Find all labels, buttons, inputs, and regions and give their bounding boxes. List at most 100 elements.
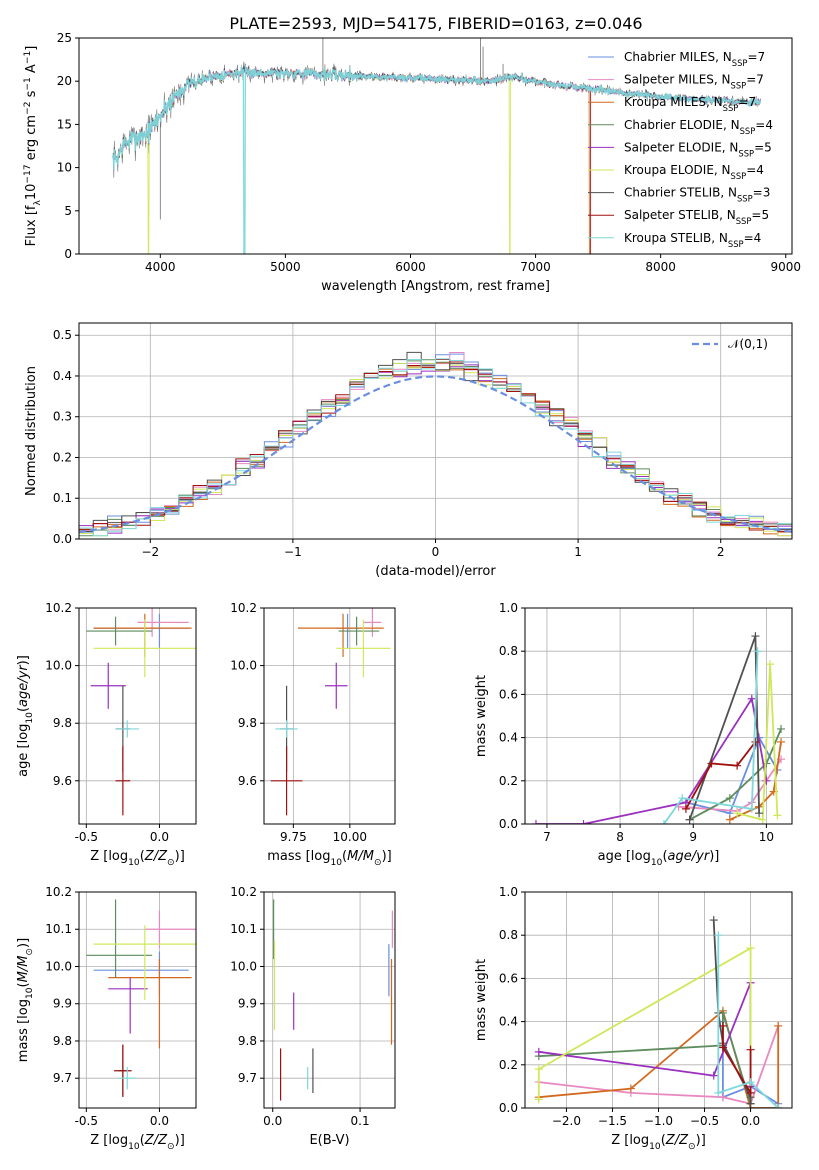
series-marker (755, 809, 764, 818)
series-marker (773, 811, 782, 820)
x-tick-label: 8000 (645, 260, 676, 274)
series-line (537, 946, 752, 1100)
label-part: 10 (25, 987, 35, 999)
point-kroupa_stelib (275, 720, 298, 738)
spectrum-model-kroupa_stelib (112, 65, 762, 254)
y-tick-label: 0.0 (499, 817, 518, 831)
legend-entry-kroupa_elodie: Kroupa ELODIE, NSSP=4 (624, 163, 764, 181)
series-marker (709, 1071, 718, 1080)
legend-entry-kroupa_miles: Kroupa MILES, NSSP=7 (624, 95, 756, 113)
x-tick-label: 5000 (270, 260, 301, 274)
y-tick-label: 10.0 (230, 959, 257, 973)
axes-border (263, 607, 396, 825)
normal-reference-curve (79, 375, 792, 533)
series-marker (725, 815, 734, 824)
point-chabrier_elodie (86, 616, 153, 646)
legend-subscript: SSP (723, 103, 739, 113)
series-marker (753, 647, 762, 656)
y-tick-label: 9.9 (53, 997, 72, 1011)
y-tick-label: 0.4 (499, 1015, 518, 1029)
x-axis-label: wavelength [Angstrom, rest frame] (321, 279, 550, 294)
x-axis-label: Z [log10(Z/Z⊙)] (90, 1133, 185, 1152)
axes-frame: −2.0 −1.5 −1.0 −0.5 0.0 0.0 0.2 0.4 0.6 0.8 1.0 Z [… (474, 885, 793, 1152)
series-chabrier_stelib (685, 632, 764, 824)
plot-area (86, 899, 196, 1097)
series-line (736, 664, 779, 821)
axes-frame: 0.0 0.1 9.7 9.8 9.9 10.0 10.1 10.2 E(B-V) (230, 885, 396, 1148)
y-tick-label: 0.2 (499, 774, 518, 788)
panel-mass_vs_Z: -0.5 0.09.79.89.910.010.110.2Z [log10(Z/Z… (16, 885, 197, 1152)
y-tick-label: 0.4 (499, 731, 518, 745)
label-part: mass weight (474, 675, 489, 757)
series-marker (746, 1099, 755, 1108)
legend-text: Salpeter MILES, N (624, 73, 731, 87)
y-tick-label: 0.3 (53, 410, 72, 424)
y-tick-label: 10.2 (45, 601, 72, 615)
y-axis-label: Flux [fλ10−17 erg cm−2 s−1 A−1] (23, 46, 43, 247)
label-part: E(B-V) (309, 1133, 349, 1148)
point-kroupa_elodie (93, 619, 196, 678)
series-marker (534, 1095, 543, 1104)
series-marker (777, 737, 786, 746)
label-part: )] (175, 849, 185, 864)
point-chabrier_miles (93, 951, 189, 997)
x-tick-label: 0.1 (351, 1114, 370, 1128)
label-part: ( (140, 1133, 145, 1148)
series-marker (746, 944, 755, 953)
label-part: ⊙ (167, 1142, 175, 1152)
x-tick-label: 9.75 (280, 830, 307, 844)
panel-residuals: −2 −1 0 1 2 0.0 0.1 0.2 0.3 0.4 0.5 𝒩(0,1) (data-mod… (24, 322, 793, 579)
series-marker (758, 815, 767, 824)
legend-subscript: SSP (736, 216, 752, 226)
y-tick-label: 10.2 (230, 601, 257, 615)
label-part: Z [log (611, 1133, 649, 1148)
label-part: age/yr (668, 849, 711, 864)
y-tick-label: 10.2 (45, 885, 72, 899)
y-tick-label: 9.6 (238, 774, 257, 788)
point-salpeter_miles (363, 608, 382, 637)
x-tick-label: 0.0 (150, 830, 169, 844)
label-part: 10 (128, 1142, 140, 1152)
y-tick-label: 10.1 (45, 922, 72, 936)
point-kroupa_elodie (336, 619, 391, 678)
label-part: Z [log (90, 849, 128, 864)
point-kroupa_miles (108, 959, 192, 1049)
legend-subscript: SSP (740, 126, 756, 136)
y-tick-label: 0 (64, 247, 72, 261)
label-part: (data-model)/error (375, 564, 496, 579)
legend-entry-chabrier_elodie: Chabrier ELODIE, NSSP=4 (624, 118, 773, 136)
point-salpeter_stelib (115, 746, 131, 816)
label-part: age [log (598, 849, 651, 864)
plot-area (534, 916, 783, 1108)
x-tick-label: 4000 (145, 260, 176, 274)
y-tick-label: 0.2 (53, 450, 72, 464)
label-part: Normed distribution (24, 366, 39, 496)
point-kroupa_stelib (115, 720, 139, 738)
axes-border (524, 607, 793, 825)
point-salpeter_elodie (108, 977, 148, 1034)
label-part: erg cm (24, 115, 39, 164)
series-marker (714, 1088, 723, 1097)
label-part: ] (24, 46, 39, 51)
series-marker (681, 804, 690, 813)
point-kroupa_elodie (93, 925, 196, 1000)
legend-subscript: SSP (731, 171, 747, 181)
label-part: ( (16, 707, 31, 712)
series-kroupa_stelib (659, 647, 762, 824)
series-salpeter_elodie (531, 694, 771, 824)
series-line (717, 935, 779, 1108)
axes-border (78, 37, 793, 255)
point-chabrier_elodie (86, 899, 153, 978)
label-part: ( (662, 849, 667, 864)
x-tick-label: −1.0 (644, 1114, 673, 1128)
series-line (663, 651, 759, 824)
series-marker (659, 820, 668, 824)
legend-text: =7 (746, 73, 764, 87)
y-tick-label: 1.0 (499, 601, 518, 615)
y-tick-label: 0.0 (499, 1101, 518, 1115)
series-marker (714, 931, 723, 940)
y-tick-label: 0.6 (499, 687, 518, 701)
legend-entry-salpeter_miles: Salpeter MILES, NSSP=7 (624, 73, 764, 91)
x-tick-label: 1 (574, 545, 582, 559)
legend-text: =4 (755, 118, 773, 132)
